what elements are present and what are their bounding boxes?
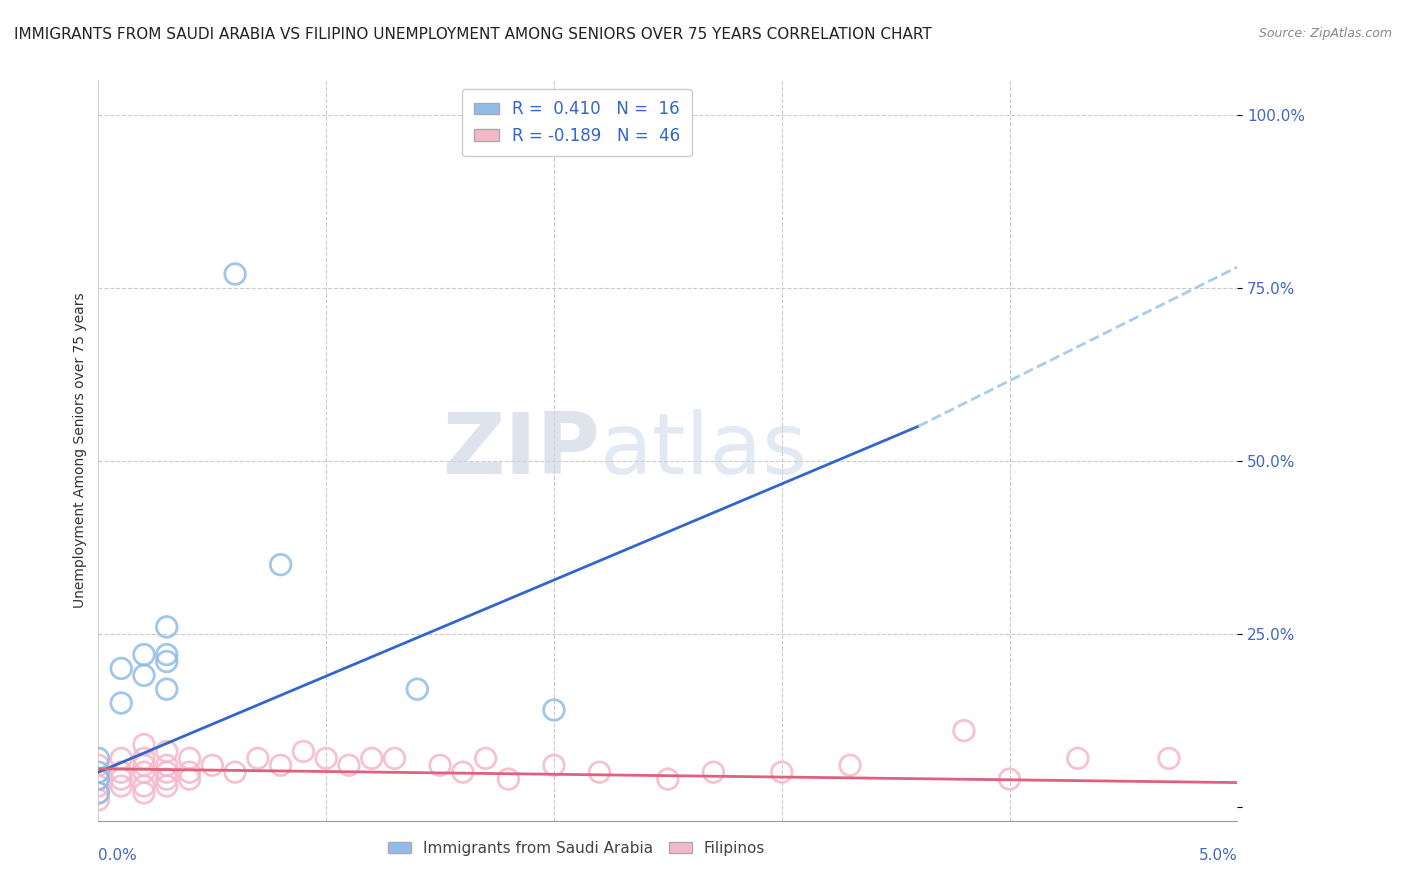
Point <box>87 772 110 786</box>
Point <box>179 751 201 765</box>
Text: IMMIGRANTS FROM SAUDI ARABIA VS FILIPINO UNEMPLOYMENT AMONG SENIORS OVER 75 YEAR: IMMIGRANTS FROM SAUDI ARABIA VS FILIPINO… <box>14 27 932 42</box>
Point <box>1157 751 1180 765</box>
Point <box>110 751 132 765</box>
Point <box>429 758 451 772</box>
Point <box>87 758 110 772</box>
Point <box>132 758 155 772</box>
Point <box>543 703 565 717</box>
Point <box>292 744 315 758</box>
Point <box>110 765 132 780</box>
Point <box>179 772 201 786</box>
Point <box>110 772 132 786</box>
Point <box>270 558 292 572</box>
Point <box>156 620 179 634</box>
Legend: Immigrants from Saudi Arabia, Filipinos: Immigrants from Saudi Arabia, Filipinos <box>380 831 775 865</box>
Point <box>702 765 724 780</box>
Point <box>474 751 496 765</box>
Point <box>156 779 179 793</box>
Point <box>451 765 474 780</box>
Point <box>270 758 292 772</box>
Point <box>246 751 269 765</box>
Point <box>110 661 132 675</box>
Point <box>657 772 679 786</box>
Point <box>132 786 155 800</box>
Text: Source: ZipAtlas.com: Source: ZipAtlas.com <box>1258 27 1392 40</box>
Point <box>953 723 976 738</box>
Point <box>132 648 155 662</box>
Point <box>132 738 155 752</box>
Point <box>156 655 179 669</box>
Point <box>201 758 224 772</box>
Point <box>406 682 429 697</box>
Point <box>132 779 155 793</box>
Point <box>770 765 793 780</box>
Point <box>179 765 201 780</box>
Point <box>498 772 520 786</box>
Point <box>156 744 179 758</box>
Point <box>224 267 246 281</box>
Text: ZIP: ZIP <box>441 409 599 492</box>
Point <box>337 758 360 772</box>
Point <box>110 779 132 793</box>
Point <box>156 772 179 786</box>
Point <box>1067 751 1090 765</box>
Point <box>156 682 179 697</box>
Point <box>156 765 179 780</box>
Point <box>110 696 132 710</box>
Point <box>543 758 565 772</box>
Point <box>87 786 110 800</box>
Text: 5.0%: 5.0% <box>1198 848 1237 863</box>
Point <box>156 758 179 772</box>
Point <box>315 751 337 765</box>
Text: 0.0%: 0.0% <box>98 848 138 863</box>
Point <box>360 751 382 765</box>
Point <box>588 765 610 780</box>
Point <box>384 751 406 765</box>
Y-axis label: Unemployment Among Seniors over 75 years: Unemployment Among Seniors over 75 years <box>73 293 87 608</box>
Point <box>87 751 110 765</box>
Point <box>998 772 1021 786</box>
Point <box>132 751 155 765</box>
Point <box>87 772 110 786</box>
Point <box>87 793 110 807</box>
Point <box>87 765 110 780</box>
Point <box>224 765 246 780</box>
Point <box>132 668 155 682</box>
Point <box>132 765 155 780</box>
Point <box>87 786 110 800</box>
Point <box>87 779 110 793</box>
Point <box>839 758 862 772</box>
Point <box>156 648 179 662</box>
Text: atlas: atlas <box>599 409 807 492</box>
